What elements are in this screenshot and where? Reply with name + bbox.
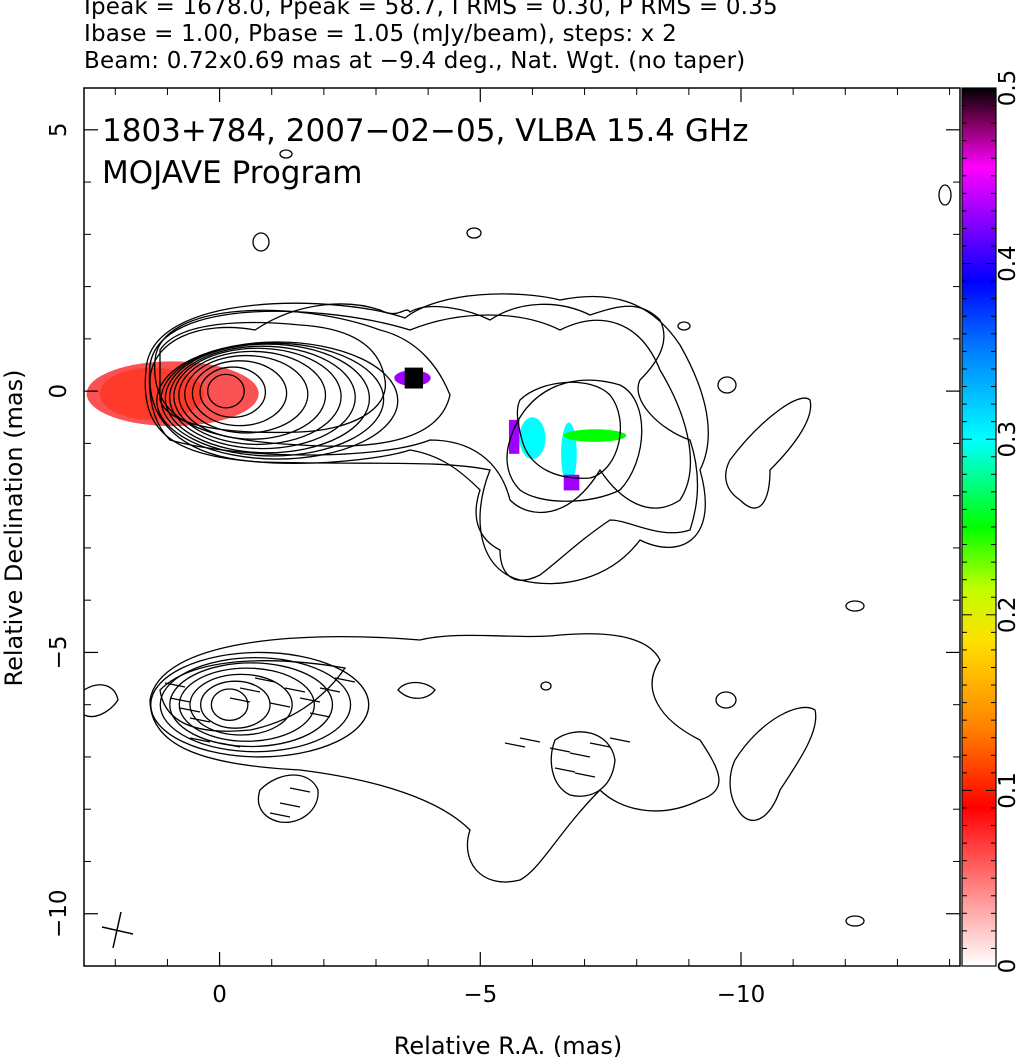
colorbar xyxy=(961,87,997,967)
evpa-vector xyxy=(334,677,356,683)
evpa-vector xyxy=(254,677,276,683)
lower-jet-contour xyxy=(159,660,347,732)
island-contour xyxy=(717,376,737,394)
colorbar-tick-label: 0.3 xyxy=(995,421,1021,458)
colorbar-ticks: 0 0.1 0.2 0.3 0.4 0.5 xyxy=(962,70,1021,974)
header-line-2: Ibase = 1.00, Pbase = 1.05 (mJy/beam), s… xyxy=(84,21,677,47)
evpa-vector xyxy=(609,737,631,743)
y-tick-label: −10 xyxy=(46,889,72,938)
evpa-vector xyxy=(284,687,306,693)
lower-island-contour xyxy=(729,706,817,822)
colorbar-tick-label: 0.5 xyxy=(995,70,1021,107)
lower-island-contour xyxy=(845,915,865,927)
lower-core-contour xyxy=(169,662,334,748)
colorbar-tick-label: 0.1 xyxy=(995,772,1021,809)
evpa-vector xyxy=(219,742,241,748)
evpa-vector xyxy=(549,747,571,753)
lower-edge-contour xyxy=(84,684,119,718)
core-contour xyxy=(160,342,385,457)
colorbar-tick-label: 0 xyxy=(995,959,1021,974)
island-contour xyxy=(279,149,293,159)
evpa-vector xyxy=(239,687,261,693)
lower-jet-contour xyxy=(149,633,720,883)
core-contour xyxy=(173,347,342,446)
evpa-vector xyxy=(504,742,526,748)
axis-ticks: 0 −5 −10 5 0 −5 −10 xyxy=(46,88,960,1008)
lower-core-contour xyxy=(210,688,249,722)
lower-island-contour xyxy=(715,691,737,709)
core-contour xyxy=(199,366,267,418)
y-tick-label: −5 xyxy=(46,635,72,669)
y-tick-label: 5 xyxy=(46,122,72,137)
evpa-vector xyxy=(269,702,291,708)
x-tick-label: 0 xyxy=(212,982,227,1008)
beam-marker xyxy=(101,911,134,949)
knot-contour xyxy=(516,381,622,479)
core-contour xyxy=(164,343,371,454)
y-axis-label: Relative Declination (mas) xyxy=(0,369,28,686)
lower-core-contour xyxy=(159,657,352,753)
lower-island-contour xyxy=(257,774,319,824)
jet-contour xyxy=(148,310,691,514)
evpa-vector xyxy=(309,712,331,718)
lower-knot-contour xyxy=(550,731,616,797)
contour-layer xyxy=(84,149,952,927)
lower-core-contour xyxy=(189,673,293,736)
evpa-vector xyxy=(569,752,591,758)
lower-island-contour xyxy=(540,681,552,691)
jet-contour xyxy=(159,321,386,434)
header-line-1: Ipeak = 1678.0, Ppeak = 58.7, I RMS = 0.… xyxy=(84,0,778,20)
chart-title: 1803+784, 2007−02−05, VLBA 15.4 GHz xyxy=(102,113,748,149)
jet-contour xyxy=(154,309,451,447)
island-contour xyxy=(466,227,482,239)
island-contour xyxy=(677,321,691,331)
core-contour xyxy=(178,350,327,440)
lower-core-contour xyxy=(200,680,271,729)
evpa-vector xyxy=(189,717,211,723)
evpa-vector xyxy=(554,767,576,773)
core-contour xyxy=(184,354,309,434)
evpa-vector xyxy=(574,772,596,778)
evpa-vector xyxy=(589,742,611,748)
core-contour xyxy=(207,373,245,409)
island-contour xyxy=(725,397,812,509)
evpa-vector xyxy=(279,802,301,808)
evpa-vector xyxy=(169,697,191,703)
pol-patch-jet-west xyxy=(519,417,546,460)
evpa-vector xyxy=(269,812,291,818)
chart-subtitle: MOJAVE Program xyxy=(102,155,362,191)
header-line-3: Beam: 0.72x0.69 mas at −9.4 deg., Nat. W… xyxy=(84,48,746,74)
colorbar-tick-label: 0.2 xyxy=(995,597,1021,634)
x-tick-label: −10 xyxy=(717,982,766,1008)
evpa-vector xyxy=(319,687,341,693)
pol-patch-jet-edge xyxy=(508,419,520,454)
evpa-vector xyxy=(164,682,186,688)
island-contour xyxy=(252,232,270,252)
jet-contour xyxy=(144,293,709,585)
evpa-vector xyxy=(519,737,541,743)
knot-contour-outer xyxy=(506,379,643,502)
lower-island-contour xyxy=(397,681,436,699)
x-tick-label: −5 xyxy=(463,982,497,1008)
y-tick-label: 0 xyxy=(46,384,72,399)
evpa-vector xyxy=(189,737,211,743)
core-contour xyxy=(191,360,288,427)
pol-patch-knot-peak xyxy=(404,367,423,389)
core-contour xyxy=(156,341,399,460)
island-contour xyxy=(938,184,952,206)
colorbar-tick-label: 0.4 xyxy=(995,245,1021,282)
pol-patch-jet-horizontal xyxy=(563,429,627,442)
evpa-vector xyxy=(229,697,251,703)
plot-frame xyxy=(83,87,961,967)
evpa-vector xyxy=(299,697,321,703)
evpa-vector xyxy=(289,787,311,793)
lower-island-contour xyxy=(845,600,865,612)
evpa-vector xyxy=(179,707,201,713)
evpa-vector-layer xyxy=(164,677,631,818)
x-axis-label: Relative R.A. (mas) xyxy=(394,1032,622,1060)
core-contour xyxy=(168,345,356,450)
envelope-contour xyxy=(149,303,699,581)
lower-core-contour xyxy=(178,667,316,742)
